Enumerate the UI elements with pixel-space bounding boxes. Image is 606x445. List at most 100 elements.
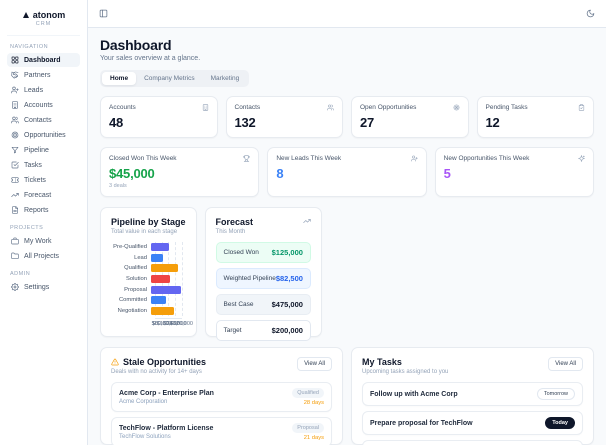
trophy-icon xyxy=(243,155,251,162)
sidebar: atonom CRM Navigation Dashboard Partners Le… xyxy=(0,0,88,445)
sidebar-nav: Navigation Dashboard Partners Leads Accounts… xyxy=(7,36,80,295)
tab-marketing[interactable]: Marketing xyxy=(210,75,240,82)
forecast-label: Target xyxy=(223,327,242,334)
topbar xyxy=(88,0,606,28)
chart-x-tick-label: $240,000 xyxy=(163,321,187,327)
forecast-row-closed-won: Closed Won $125,000 xyxy=(215,242,311,263)
chart-x-tick-label: $0 xyxy=(151,321,159,327)
chart-bars: Pre-Qualified Lead Qualified Solution Propos… xyxy=(111,242,182,316)
chart-row-pre-qualified: Pre-Qualified xyxy=(111,243,182,252)
chart-bar xyxy=(151,274,171,283)
stat-label: New Opportunities This Week xyxy=(443,155,530,162)
chart-bar xyxy=(151,264,178,273)
stat-card-accounts: Accounts 48 xyxy=(100,96,218,138)
opportunity-company: Acme Corporation xyxy=(119,398,168,405)
forecast-value: $82,500 xyxy=(275,274,303,283)
sidebar-item-settings[interactable]: Settings xyxy=(7,280,80,294)
sparkles-icon xyxy=(578,155,585,162)
stage-badge: Qualified xyxy=(292,388,324,398)
middle-panels: Pipeline by Stage Total value in each st… xyxy=(100,207,594,341)
grid-icon xyxy=(11,56,19,64)
stat-card-top: New Opportunities This Week xyxy=(444,155,585,162)
stat-value: 48 xyxy=(109,115,124,130)
sidebar-section: Projects My Work All Projects xyxy=(7,225,80,263)
ticket-icon xyxy=(11,176,19,184)
sidebar-section-label: Admin xyxy=(10,271,31,277)
brand-subtitle: CRM xyxy=(35,21,52,27)
chart-x-tick-label: $80,000 xyxy=(151,321,172,327)
stat-note: 3 deals xyxy=(109,183,127,189)
task-row[interactable]: Schedule demo with Horizon LabsFeb 25 xyxy=(362,440,583,445)
page-title: Dashboard xyxy=(100,37,172,53)
chart-row-proposal: Proposal xyxy=(111,285,182,294)
sidebar-item-leads[interactable]: Leads xyxy=(7,83,80,97)
sidebar-item-forecast[interactable]: Forecast xyxy=(7,188,80,202)
sidebar-item-dashboard[interactable]: Dashboard xyxy=(7,53,80,67)
users-icon xyxy=(11,116,19,124)
week-stat-card-new-leads-this-week: New Leads This Week 8 xyxy=(267,147,427,197)
chart-bar-track xyxy=(151,253,182,262)
sidebar-item-label: Settings xyxy=(24,283,50,291)
task-row[interactable]: Follow up with Acme Corp Tomorrow xyxy=(362,382,583,406)
page-subtitle: Your sales overview at a glance. xyxy=(100,55,201,62)
forecast-label: Best Case xyxy=(223,301,254,308)
moon-icon[interactable] xyxy=(586,9,595,18)
forecast-value: $475,000 xyxy=(271,300,303,309)
stale-opportunity-meta: Qualified 28 days xyxy=(292,388,324,406)
chart-bar-track xyxy=(151,243,182,252)
sidebar-item-contacts[interactable]: Contacts xyxy=(7,113,80,127)
funnel-icon xyxy=(11,146,19,154)
sidebar-item-my-work[interactable]: My Work xyxy=(7,234,80,248)
stale-opportunity-row[interactable]: Acme Corp - Enterprise Plan Acme Corporat… xyxy=(111,382,332,412)
chart-x-axis: $0 $80,000 $160,000 $240,000 $320,000 xyxy=(151,318,193,327)
stat-value: 27 xyxy=(360,115,375,130)
chart-bar xyxy=(151,253,163,262)
panel-left-icon[interactable] xyxy=(99,9,108,18)
sidebar-item-accounts[interactable]: Accounts xyxy=(7,98,80,112)
stat-label: Contacts xyxy=(234,104,261,111)
week-stats-row: Closed Won This Week $45,000 3 deals New Le… xyxy=(100,147,594,197)
stats-row: Accounts 48 Contacts 132 Open Opportunities 2… xyxy=(100,96,594,138)
chart-bar xyxy=(151,243,169,252)
building-icon xyxy=(11,101,19,109)
forecast-value: $200,000 xyxy=(271,326,303,335)
tab-home[interactable]: Home xyxy=(102,72,137,85)
brand-name: atonom xyxy=(32,10,66,20)
sidebar-item-label: Pipeline xyxy=(24,146,49,154)
chart-row-committed: Committed xyxy=(111,296,182,305)
chart-x-tick-label: $160,000 xyxy=(156,321,180,327)
sidebar-item-opportunities[interactable]: Opportunities xyxy=(7,128,80,142)
stat-card-top: Accounts xyxy=(109,104,209,111)
stat-label: Open Opportunities xyxy=(360,104,417,111)
chart-bar-track xyxy=(151,306,182,315)
pipeline-chart: Pre-Qualified Lead Qualified Solution Propos… xyxy=(111,242,193,327)
sidebar-item-label: Contacts xyxy=(24,116,52,124)
tasks-view-all-button[interactable]: View All xyxy=(548,357,583,371)
chart-gridline xyxy=(181,242,183,316)
task-row[interactable]: Prepare proposal for TechFlow Today xyxy=(362,411,583,435)
due-badge: Tomorrow xyxy=(536,388,575,400)
stale-opportunity-row[interactable]: TechFlow - Platform License TechFlow Solu… xyxy=(111,417,332,445)
sidebar-item-reports[interactable]: Reports xyxy=(7,203,80,217)
stat-card-top: Contacts xyxy=(235,104,335,111)
stale-view-all-button[interactable]: View All xyxy=(297,357,332,371)
alert-triangle-icon xyxy=(111,358,119,366)
chart-category-label: Solution xyxy=(126,275,147,282)
sidebar-item-pipeline[interactable]: Pipeline xyxy=(7,143,80,157)
pipeline-title: Pipeline by Stage xyxy=(111,217,186,227)
week-stat-card-new-opportunities-this-week: New Opportunities This Week 5 xyxy=(434,147,594,197)
sidebar-item-partners[interactable]: Partners xyxy=(7,68,80,82)
chart-bar-track xyxy=(151,285,182,294)
file-icon xyxy=(11,206,19,214)
chart-category-label: Negotiation xyxy=(117,307,147,314)
task-title: Follow up with Acme Corp xyxy=(370,390,458,398)
sidebar-item-tasks[interactable]: Tasks xyxy=(7,158,80,172)
forecast-rows: Closed Won $125,000 Weighted Pipeline $82,5… xyxy=(215,242,311,341)
tab-company-metrics[interactable]: Company Metrics xyxy=(144,75,195,82)
sidebar-item-tickets[interactable]: Tickets xyxy=(7,173,80,187)
gear-icon xyxy=(11,283,19,291)
chart-bar-track xyxy=(151,296,182,305)
sidebar-item-all-projects[interactable]: All Projects xyxy=(7,249,80,263)
chart-bar-track xyxy=(151,264,182,273)
stat-note xyxy=(276,183,417,189)
